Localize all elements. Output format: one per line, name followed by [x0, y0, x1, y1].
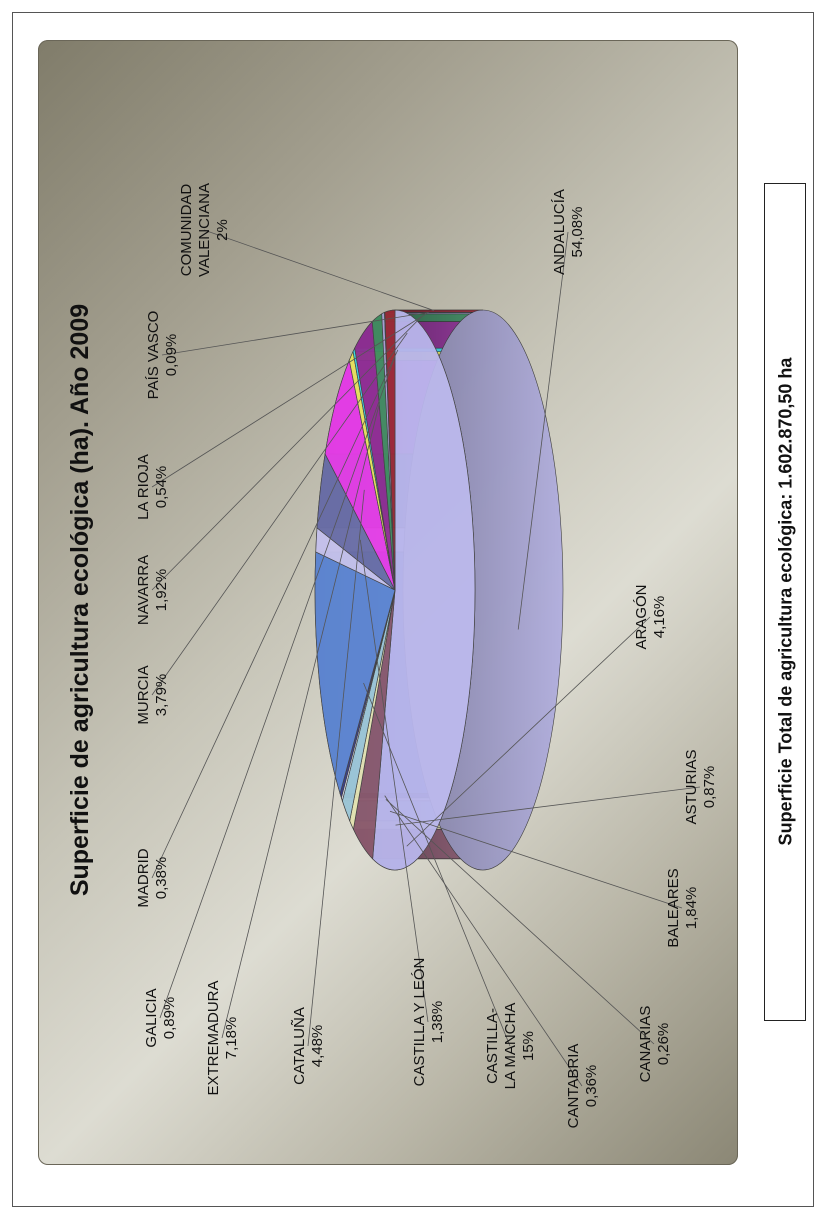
slice-label-castilla-la-mancha: CASTILLA- LA MANCHA 15% — [484, 1003, 537, 1090]
slice-label-canarias: CANARIAS 0,26% — [637, 1006, 672, 1083]
slice-name-andalucia: ANDALUCÍA — [551, 189, 568, 275]
slice-percent-comunidad-valenciana: 2% — [214, 219, 231, 241]
slice-percent-canarias: 0,26% — [655, 1023, 672, 1066]
slice-name-cataluna: CATALUÑA — [291, 1007, 308, 1085]
slice-labels-layer: ANDALUCÍA 54,08% ARAGÓN 4,16% ASTURIAS 0,87% B… — [135, 183, 718, 1128]
slice-name-pais-vasco: PAÍS VASCO — [145, 311, 162, 400]
leader-line-canarias — [385, 799, 655, 1045]
leader-line-aragon — [406, 616, 651, 847]
slice-name-castilla-la-mancha: CASTILLA- — [484, 1008, 501, 1084]
slice-name-baleares: BALEARES — [665, 868, 682, 947]
slice-label-la-rioja: LA RIOJA 0,54% — [135, 454, 170, 520]
leader-lines-layer — [151, 229, 701, 1087]
slice-name-aragon: ARAGÓN — [633, 584, 650, 649]
slice-label-comunidad-valenciana: COMUNIDAD VALENCIANA 2% — [178, 183, 231, 277]
slice-percent-baleares: 1,84% — [683, 887, 700, 930]
slice-name-canarias: CANARIAS — [637, 1006, 654, 1083]
slice-percent-castilla-la-mancha: 15% — [520, 1031, 537, 1061]
pie-side-shade-andalucia — [372, 310, 564, 870]
leader-line-cantabria — [384, 795, 583, 1087]
slice-percent-cantabria: 0,36% — [583, 1065, 600, 1108]
slice-label-baleares: BALEARES 1,84% — [665, 868, 700, 947]
slice-percent-asturias: 0,87% — [701, 766, 718, 809]
slice-name-madrid: MADRID — [135, 848, 152, 907]
chart-title-group: Superficie de agricultura ecológica (ha)… — [66, 304, 94, 896]
slice-name-extremadura: EXTREMADURA — [205, 980, 222, 1095]
slice-label-asturias: ASTURIAS 0,87% — [683, 749, 718, 824]
slice-label-galicia: GALICIA 0,89% — [143, 988, 178, 1047]
slice-percent-aragon: 4,16% — [651, 596, 668, 639]
slice-label-castilla-y-leon: CASTILLA Y LEÓN 1,38% — [411, 958, 446, 1087]
slice-label-pais-vasco: PAÍS VASCO 0,09% — [145, 311, 180, 400]
slice-name-galicia: GALICIA — [143, 988, 160, 1047]
slice-percent-extremadura: 7,18% — [223, 1017, 240, 1060]
slice-label-madrid: MADRID 0,38% — [135, 848, 170, 907]
slice-percent-navarra: 1,92% — [153, 569, 170, 612]
leader-line-andalucia — [517, 231, 569, 630]
leader-line-pais-vasco — [161, 311, 429, 356]
slice-percent-madrid: 0,38% — [153, 857, 170, 900]
slice-percent-pais-vasco: 0,09% — [163, 334, 180, 377]
leader-line-galicia — [159, 355, 396, 1019]
slice-label-aragon: ARAGÓN 4,16% — [633, 584, 668, 649]
leader-line-asturias — [395, 786, 701, 826]
slice-label-cataluna: CATALUÑA 4,48% — [291, 1007, 326, 1085]
pie-side-shade-comunidad-valenciana — [384, 310, 483, 313]
chart-title: Superficie de agricultura ecológica (ha)… — [66, 304, 94, 896]
slice-name-navarra: NAVARRA — [135, 555, 152, 625]
leader-line-comunidad-valenciana — [203, 229, 435, 311]
slice-name-cantabria: CANTABRIA — [565, 1044, 582, 1129]
slice-name-comunidad-valenciana: VALENCIANA — [196, 183, 213, 277]
slice-label-murcia: MURCIA 3,79% — [135, 665, 170, 724]
page-frame — [12, 12, 814, 1207]
slice-percent-murcia: 3,79% — [153, 674, 170, 717]
total-surface-box: Superficie Total de agricultura ecológic… — [764, 183, 806, 1021]
leader-line-extremadura — [221, 402, 381, 1039]
slice-percent-galicia: 0,89% — [161, 997, 178, 1040]
pie-slice-andalucia — [372, 309, 476, 871]
leader-line-castilla-la-mancha — [363, 682, 511, 1047]
pie-slice-comunidad-valenciana — [384, 309, 396, 591]
slice-percent-cataluna: 4,48% — [309, 1025, 326, 1068]
slice-percent-andalucia: 54,08% — [569, 207, 586, 258]
leader-line-murcia — [151, 332, 408, 696]
leader-line-la-rioja — [151, 312, 428, 488]
slice-label-extremadura: EXTREMADURA 7,18% — [205, 980, 240, 1095]
slice-percent-la-rioja: 0,54% — [153, 466, 170, 509]
pie-tops-layer — [314, 309, 476, 871]
leader-line-cataluna — [307, 489, 365, 1047]
slice-label-cantabria: CANTABRIA 0,36% — [565, 1044, 600, 1129]
slice-name-la-rioja: LA RIOJA — [135, 454, 152, 520]
total-surface-text: Superficie Total de agricultura ecológic… — [775, 357, 796, 846]
slice-label-andalucia: ANDALUCÍA 54,08% — [551, 189, 586, 275]
slice-name-castilla-y-leon: CASTILLA Y LEÓN — [411, 958, 428, 1087]
leader-line-madrid — [151, 349, 399, 879]
slice-label-navarra: NAVARRA 1,92% — [135, 555, 170, 625]
leader-line-navarra — [151, 316, 422, 591]
leader-line-castilla-y-leon — [359, 539, 429, 1023]
slice-name-comunidad-valenciana: COMUNIDAD — [178, 184, 195, 277]
slice-name-castilla-la-mancha: LA MANCHA — [502, 1003, 519, 1090]
pie-slice-castilla-la-mancha — [314, 551, 396, 795]
leader-line-baleares — [389, 810, 683, 909]
slice-percent-castilla-y-leon: 1,38% — [429, 1001, 446, 1044]
slice-name-murcia: MURCIA — [135, 665, 152, 724]
slice-name-asturias: ASTURIAS — [683, 749, 700, 824]
